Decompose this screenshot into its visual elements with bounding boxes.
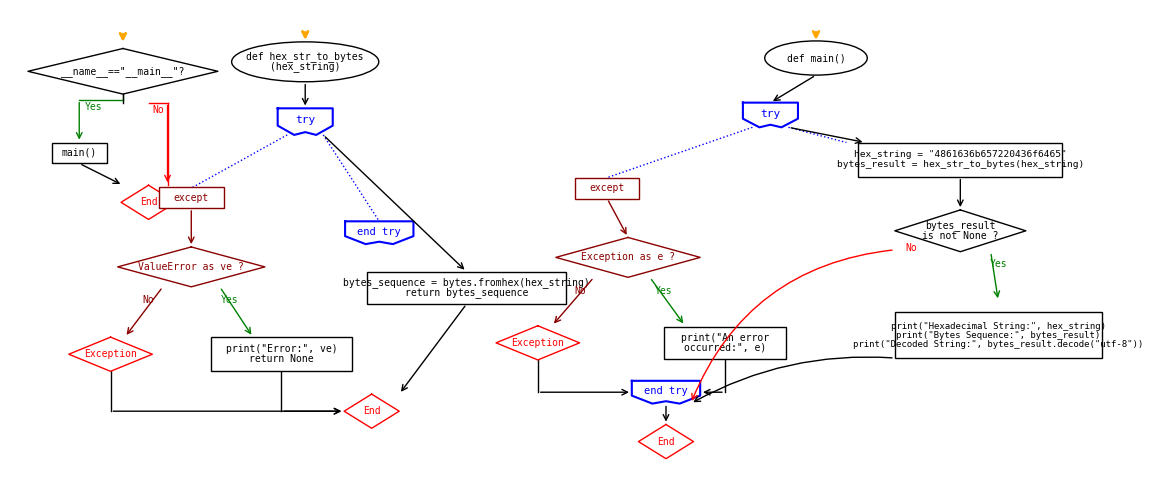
Polygon shape <box>28 49 217 94</box>
Bar <box>575 178 639 199</box>
Text: bytes_result = hex_str_to_bytes(hex_string): bytes_result = hex_str_to_bytes(hex_stri… <box>837 160 1084 169</box>
Bar <box>211 337 352 371</box>
Text: Exception: Exception <box>511 338 565 348</box>
Text: Yes: Yes <box>85 102 102 112</box>
Text: __name__=="__main__"?: __name__=="__main__"? <box>62 66 185 77</box>
Bar <box>895 312 1102 358</box>
Bar <box>159 187 223 208</box>
Polygon shape <box>344 394 400 429</box>
Text: except: except <box>589 183 625 193</box>
Polygon shape <box>278 108 332 135</box>
Polygon shape <box>638 425 694 459</box>
Text: return bytes_sequence: return bytes_sequence <box>404 287 529 298</box>
Text: End: End <box>363 406 380 416</box>
Text: No: No <box>575 286 587 296</box>
Text: (hex_string): (hex_string) <box>270 61 340 72</box>
Text: print("Decoded String:", bytes_result.decode("utf-8")): print("Decoded String:", bytes_result.de… <box>853 339 1143 349</box>
Text: try: try <box>760 109 781 119</box>
Text: except: except <box>173 192 209 203</box>
Bar <box>51 143 107 163</box>
Text: def main(): def main() <box>787 53 846 63</box>
Polygon shape <box>895 210 1026 252</box>
Text: ValueError as ve ?: ValueError as ve ? <box>138 262 244 272</box>
Text: bytes_result: bytes_result <box>925 220 996 231</box>
Text: main(): main() <box>62 148 96 158</box>
Polygon shape <box>121 185 177 219</box>
Text: print("Hexadecimal String:", hex_string): print("Hexadecimal String:", hex_string) <box>891 322 1106 331</box>
Polygon shape <box>345 221 414 244</box>
Polygon shape <box>117 247 265 287</box>
Polygon shape <box>496 326 580 360</box>
Text: No: No <box>152 105 164 115</box>
Polygon shape <box>69 337 152 371</box>
Text: try: try <box>295 115 315 125</box>
Text: print("Bytes Sequence:", bytes_result): print("Bytes Sequence:", bytes_result) <box>896 331 1100 340</box>
Text: hex_string = "4861636b657220436f6465": hex_string = "4861636b657220436f6465" <box>854 151 1067 159</box>
Text: No: No <box>143 295 155 305</box>
Text: return None: return None <box>249 354 314 364</box>
Text: print("An error: print("An error <box>681 333 769 343</box>
Text: No: No <box>905 243 917 253</box>
Ellipse shape <box>765 41 867 75</box>
Text: end try: end try <box>644 386 688 396</box>
Polygon shape <box>632 381 701 403</box>
Text: Yes: Yes <box>221 295 238 305</box>
Ellipse shape <box>231 42 379 82</box>
Text: bytes_sequence = bytes.fromhex(hex_string): bytes_sequence = bytes.fromhex(hex_strin… <box>343 277 590 288</box>
Text: Exception: Exception <box>84 349 137 359</box>
Text: end try: end try <box>358 227 401 237</box>
Text: Exception as e ?: Exception as e ? <box>581 252 675 262</box>
Text: def hex_str_to_bytes: def hex_str_to_bytes <box>246 52 364 62</box>
Text: print("Error:", ve): print("Error:", ve) <box>225 344 337 354</box>
Bar <box>665 327 786 359</box>
Text: Yes: Yes <box>990 259 1007 269</box>
Bar <box>859 143 1062 177</box>
Text: occurred:", e): occurred:", e) <box>683 342 766 353</box>
Text: is not None ?: is not None ? <box>923 231 998 241</box>
Text: Yes: Yes <box>654 286 672 296</box>
Text: End: End <box>139 197 157 207</box>
Bar <box>367 272 566 304</box>
Polygon shape <box>555 238 701 277</box>
Polygon shape <box>743 103 798 127</box>
Text: End: End <box>658 436 675 447</box>
